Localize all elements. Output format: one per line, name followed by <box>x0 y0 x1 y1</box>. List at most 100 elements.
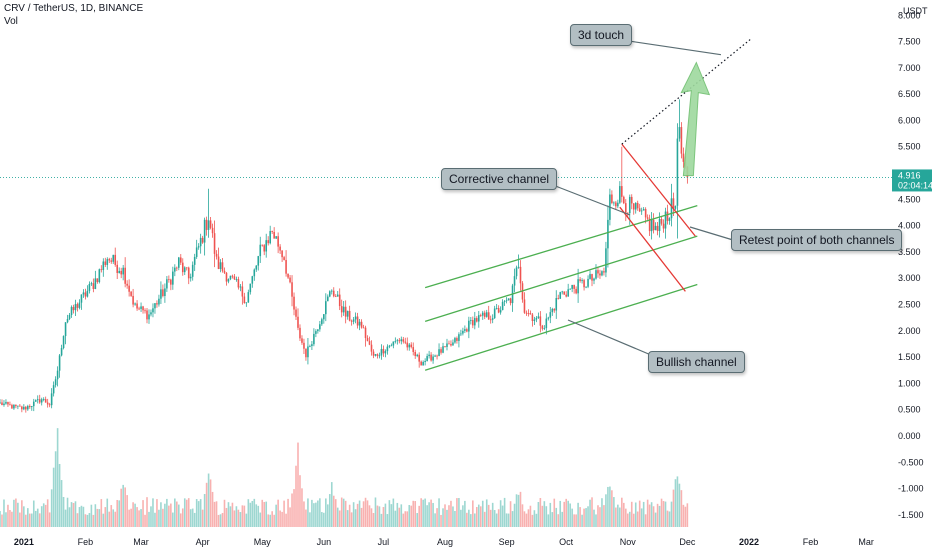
volume-bar <box>388 500 391 527</box>
candle-body <box>253 269 256 277</box>
candle-body <box>287 273 289 278</box>
symbol-title[interactable]: CRV / TetherUS, 1D, BINANCE <box>4 3 144 14</box>
candle-body <box>658 219 661 231</box>
volume-bar <box>521 504 524 527</box>
volume-bar <box>686 503 689 527</box>
candle-body <box>360 321 363 328</box>
candle-body <box>468 320 470 332</box>
volume-bar <box>605 494 607 527</box>
y-tick-label: 4.000 <box>898 221 921 231</box>
volume-indicator-label[interactable]: Vol <box>4 16 18 27</box>
volume-bar <box>7 504 9 527</box>
volume-bar <box>158 509 160 527</box>
candle-body <box>183 267 186 273</box>
candle-body <box>261 244 264 246</box>
callout-retest-pointer <box>689 226 734 241</box>
x-tick-label: 2022 <box>739 537 759 547</box>
candle-body <box>362 327 365 329</box>
candle-body <box>241 286 244 297</box>
volume-bar <box>281 511 283 527</box>
candle-body <box>503 301 506 302</box>
volume-bar <box>340 497 343 527</box>
candle-body <box>475 318 478 322</box>
volume-bar <box>227 502 230 527</box>
candle-body <box>664 211 667 229</box>
bullish-channel-line[interactable] <box>424 235 698 322</box>
volume-bar <box>144 514 146 527</box>
candle-body <box>380 348 383 356</box>
callout-retest-point[interactable]: Retest point of both channels <box>731 229 903 251</box>
volume-bar <box>628 511 631 527</box>
candle-body <box>160 289 162 299</box>
candle-body <box>470 320 472 321</box>
volume-bar <box>489 509 492 527</box>
volume-bar <box>668 511 671 527</box>
volume-bar <box>126 495 128 527</box>
volume-bar <box>674 479 677 527</box>
volume-bar <box>166 498 168 527</box>
candle-body <box>537 316 540 318</box>
callout-bullish-channel[interactable]: Bullish channel <box>648 351 745 373</box>
corrective-channel-line[interactable] <box>621 143 696 237</box>
candle-body <box>390 345 393 347</box>
candle-body <box>646 217 649 219</box>
volume-bar <box>444 504 446 527</box>
candle-body <box>72 306 75 311</box>
callout-corrective-channel[interactable]: Corrective channel <box>441 168 558 190</box>
drawings[interactable] <box>424 38 752 371</box>
volume-bar <box>197 501 200 527</box>
volume-bar <box>422 499 424 527</box>
y-tick-label: 8.000 <box>898 10 921 20</box>
y-tick-label: 2.000 <box>898 326 921 336</box>
volume-bar <box>446 509 448 527</box>
volume-bar <box>277 499 279 527</box>
volume-bar <box>630 501 633 527</box>
volume-bar <box>28 513 31 527</box>
candle-body <box>225 272 228 282</box>
volume-bar <box>162 508 164 527</box>
candle-body <box>436 355 438 357</box>
candle-body <box>86 290 89 297</box>
candle-body <box>426 356 428 361</box>
candle-body <box>134 303 136 305</box>
volume-bar <box>613 497 615 527</box>
volume-bar <box>183 498 186 527</box>
y-tick-label: 1.000 <box>898 378 921 388</box>
volume-bar <box>56 428 59 527</box>
candle-body <box>156 303 158 305</box>
target-arrow[interactable] <box>680 61 711 177</box>
candle-body <box>104 261 107 265</box>
candle-body <box>623 196 625 204</box>
volume-bar <box>475 507 478 527</box>
volume-bar <box>567 500 569 527</box>
candle-body <box>42 399 45 400</box>
volume-bar <box>511 511 514 527</box>
candle-body <box>307 346 309 358</box>
candle-body <box>326 296 329 302</box>
volume-bar <box>434 513 436 527</box>
volume-bar <box>587 506 589 527</box>
candle-body <box>23 406 25 410</box>
volume-bar <box>124 487 126 527</box>
volume-bar <box>176 501 178 527</box>
volume-bar <box>334 499 337 527</box>
candle-body <box>509 298 512 304</box>
volume-bar <box>426 505 428 527</box>
volume-bar <box>114 511 117 527</box>
callout-3d-touch[interactable]: 3d touch <box>570 24 633 46</box>
candle-body <box>619 186 621 203</box>
bullish-channel-line[interactable] <box>424 205 698 289</box>
candle-body <box>289 277 291 283</box>
candle-body <box>350 320 353 322</box>
candle-body <box>342 306 345 313</box>
candle-body <box>247 292 250 303</box>
volume-bar <box>624 508 627 527</box>
candle-body <box>142 306 144 311</box>
volume-bar <box>640 508 643 527</box>
candle-body <box>557 297 560 299</box>
corrective-channel-line[interactable] <box>619 206 686 292</box>
bullish-channel-line[interactable] <box>424 283 698 371</box>
volume-bar <box>372 513 375 527</box>
